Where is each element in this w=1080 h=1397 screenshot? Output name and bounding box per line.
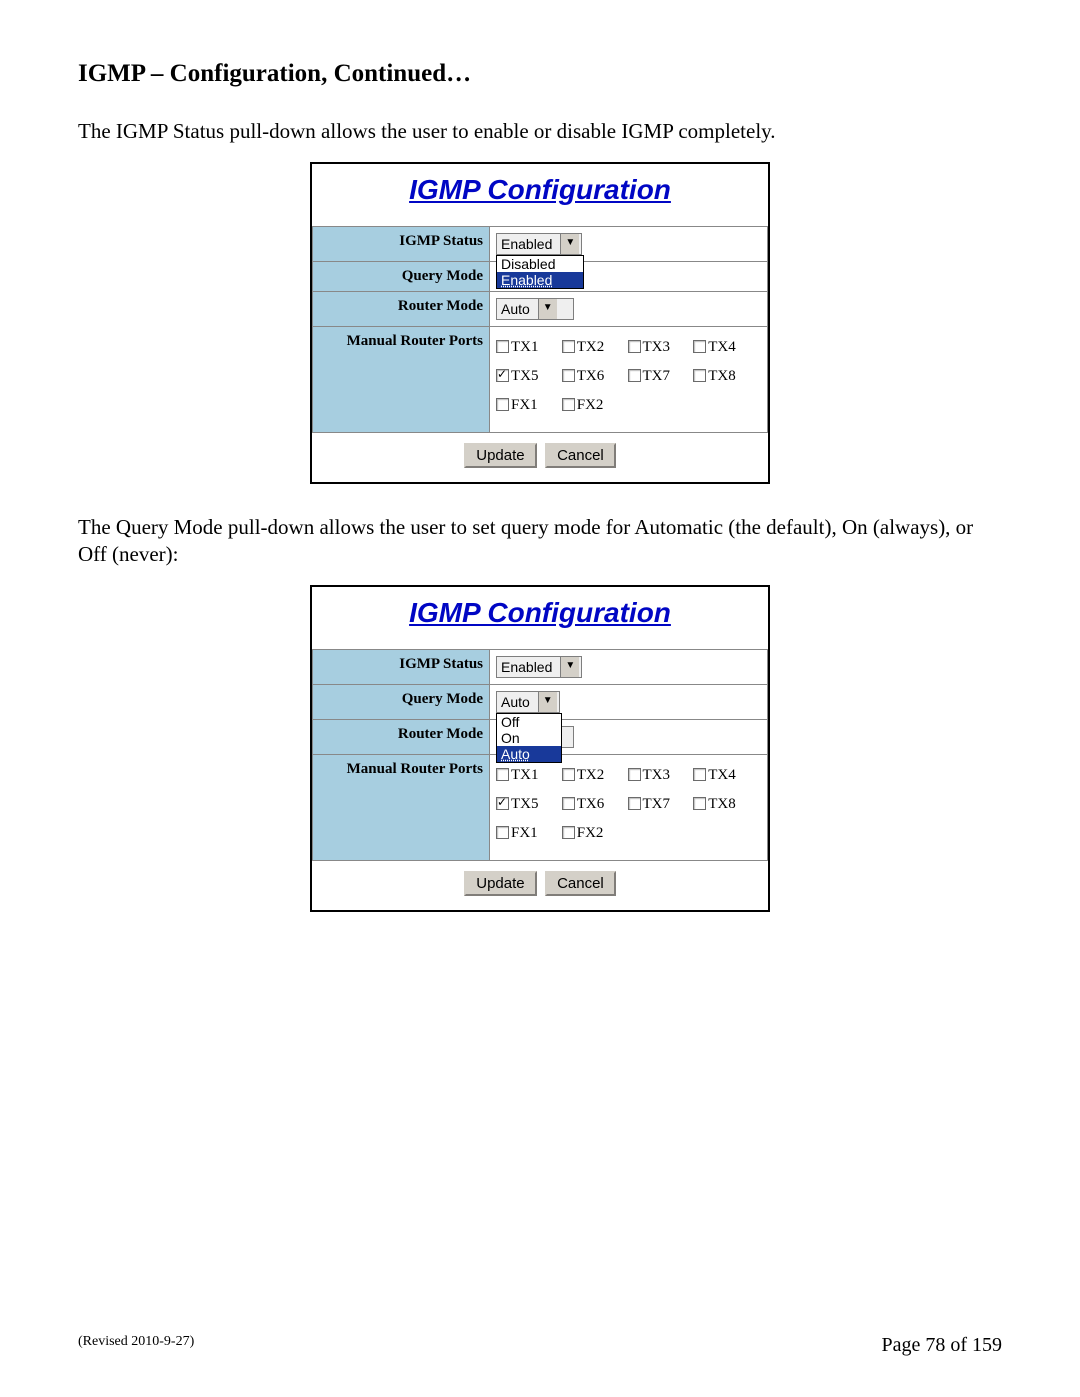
checkbox-tx7[interactable]: [628, 797, 641, 810]
panel2-igmp-status-label: IGMP Status: [313, 649, 490, 684]
port-label: TX5: [511, 368, 539, 384]
port-label: TX1: [511, 339, 539, 355]
panel2-query-mode-value: Auto: [497, 692, 534, 712]
checkbox-tx3[interactable]: [628, 340, 641, 353]
port-label: TX7: [643, 796, 671, 812]
checkbox-fx2[interactable]: [562, 398, 575, 411]
port-label: FX1: [511, 397, 538, 413]
panel1-igmp-status-label: IGMP Status: [313, 227, 490, 262]
cancel-button[interactable]: Cancel: [545, 871, 616, 896]
port-label: TX3: [643, 339, 671, 355]
checkbox-tx4[interactable]: [693, 340, 706, 353]
dropdown-arrow-icon[interactable]: ▼: [538, 299, 557, 319]
checkbox-tx7[interactable]: [628, 369, 641, 382]
panel1-ports-label: Manual Router Ports: [313, 327, 490, 433]
panel1-ports-grid: TX1 TX2 TX3 TX4 TX5 TX6 TX7 TX8 FX1: [496, 339, 761, 414]
panel1-status-option-disabled[interactable]: Disabled: [497, 256, 583, 272]
port-label: TX6: [577, 368, 605, 384]
port-label: TX6: [577, 796, 605, 812]
checkbox-fx2[interactable]: [562, 826, 575, 839]
panel2-query-option-on[interactable]: On: [497, 730, 561, 746]
panel1-igmp-status-select[interactable]: Enabled ▼ Disabled Enabled: [496, 233, 582, 255]
port-label: TX3: [643, 767, 671, 783]
panel2-query-option-off[interactable]: Off: [497, 714, 561, 730]
checkbox-fx1[interactable]: [496, 826, 509, 839]
port-label: TX5: [511, 796, 539, 812]
panel1-router-mode-value: Auto: [497, 299, 534, 319]
checkbox-tx2[interactable]: [562, 768, 575, 781]
update-button[interactable]: Update: [464, 443, 536, 468]
port-label: TX2: [577, 767, 605, 783]
panel2-igmp-status-value: Enabled: [497, 657, 556, 677]
panel1-status-option-enabled[interactable]: Enabled: [497, 272, 583, 288]
panel1-router-mode-select[interactable]: Auto ▼: [496, 298, 574, 320]
panel1-router-mode-label: Router Mode: [313, 292, 490, 327]
panel2-ports-grid: TX1 TX2 TX3 TX4 TX5 TX6 TX7 TX8 FX1: [496, 767, 761, 842]
panel2-router-mode-label: Router Mode: [313, 719, 490, 754]
igmp-config-panel-1: IGMP Configuration IGMP Status Enabled ▼…: [310, 162, 770, 484]
panel2-query-mode-select[interactable]: Auto ▼ Off On Auto: [496, 691, 560, 713]
checkbox-tx8[interactable]: [693, 369, 706, 382]
port-label: TX2: [577, 339, 605, 355]
port-label: TX8: [708, 796, 736, 812]
igmp-config-panel-2: IGMP Configuration IGMP Status Enabled ▼…: [310, 585, 770, 912]
footer-page-number: Page 78 of 159: [881, 1334, 1002, 1357]
checkbox-tx6[interactable]: [562, 369, 575, 382]
dropdown-arrow-icon[interactable]: ▼: [560, 234, 579, 254]
checkbox-tx6[interactable]: [562, 797, 575, 810]
footer-revised: (Revised 2010-9-27): [78, 1334, 194, 1357]
checkbox-fx1[interactable]: [496, 398, 509, 411]
port-label: FX1: [511, 825, 538, 841]
checkbox-tx3[interactable]: [628, 768, 641, 781]
checkbox-tx5[interactable]: [496, 797, 509, 810]
dropdown-arrow-icon[interactable]: ▼: [538, 692, 557, 712]
panel2-query-options[interactable]: Off On Auto: [496, 713, 562, 763]
port-label: FX2: [577, 825, 604, 841]
panel1-igmp-status-value: Enabled: [497, 234, 556, 254]
port-label: TX4: [708, 767, 736, 783]
port-label: TX1: [511, 767, 539, 783]
checkbox-tx4[interactable]: [693, 768, 706, 781]
panel1-query-mode-label: Query Mode: [313, 262, 490, 292]
checkbox-tx1[interactable]: [496, 768, 509, 781]
checkbox-tx2[interactable]: [562, 340, 575, 353]
intro-paragraph-1: The IGMP Status pull-down allows the use…: [78, 118, 1002, 144]
dropdown-arrow-icon[interactable]: ▼: [560, 657, 579, 677]
intro-paragraph-2: The Query Mode pull-down allows the user…: [78, 514, 1002, 567]
port-label: TX8: [708, 368, 736, 384]
panel1-status-options[interactable]: Disabled Enabled: [496, 255, 584, 289]
cancel-button[interactable]: Cancel: [545, 443, 616, 468]
checkbox-tx1[interactable]: [496, 340, 509, 353]
port-label: FX2: [577, 397, 604, 413]
update-button[interactable]: Update: [464, 871, 536, 896]
checkbox-tx8[interactable]: [693, 797, 706, 810]
panel2-query-mode-label: Query Mode: [313, 684, 490, 719]
panel2-igmp-status-select[interactable]: Enabled ▼: [496, 656, 582, 678]
page-heading: IGMP – Configuration, Continued…: [78, 60, 1002, 88]
panel2-query-option-auto[interactable]: Auto: [497, 746, 561, 762]
panel1-title: IGMP Configuration: [312, 164, 768, 226]
port-label: TX7: [643, 368, 671, 384]
port-label: TX4: [708, 339, 736, 355]
panel2-ports-label: Manual Router Ports: [313, 754, 490, 860]
panel2-title: IGMP Configuration: [312, 587, 768, 649]
checkbox-tx5[interactable]: [496, 369, 509, 382]
